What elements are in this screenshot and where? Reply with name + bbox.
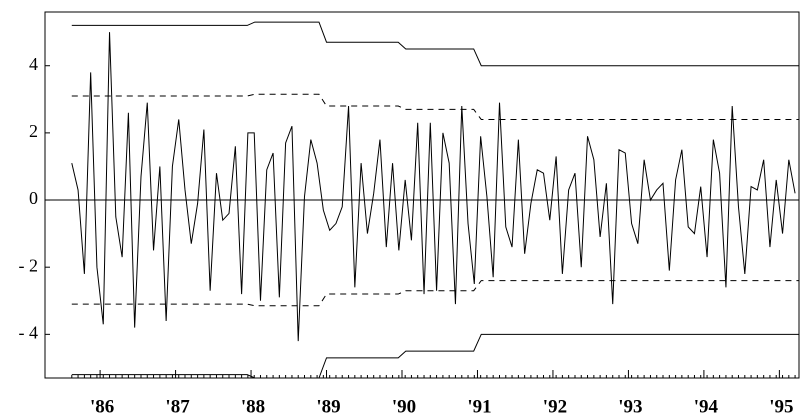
x-tick-label: '91 [467,396,491,417]
x-tick-label: '94 [694,396,719,417]
series-line [71,32,796,342]
y-tick-label: 0 [29,188,38,208]
y-tick-label: 2 [29,121,38,141]
y-tick-label: - 4 [19,322,39,342]
x-tick-label: '87 [165,396,190,417]
y-tick-label: 4 [29,54,38,74]
band-line [71,93,799,120]
x-tick-label: '93 [618,396,642,417]
plot-frame [44,11,800,379]
y-tick-label: - 2 [19,255,39,275]
x-tick-label: '88 [241,396,265,417]
x-tick-label: '89 [316,396,340,417]
x-tick-label: '90 [392,396,416,417]
band-line [71,21,799,67]
x-tick-label: '86 [90,396,114,417]
band-line [71,333,799,379]
x-tick-label: '95 [769,396,793,417]
x-tick-label: '92 [543,396,567,417]
band-line [71,280,799,307]
